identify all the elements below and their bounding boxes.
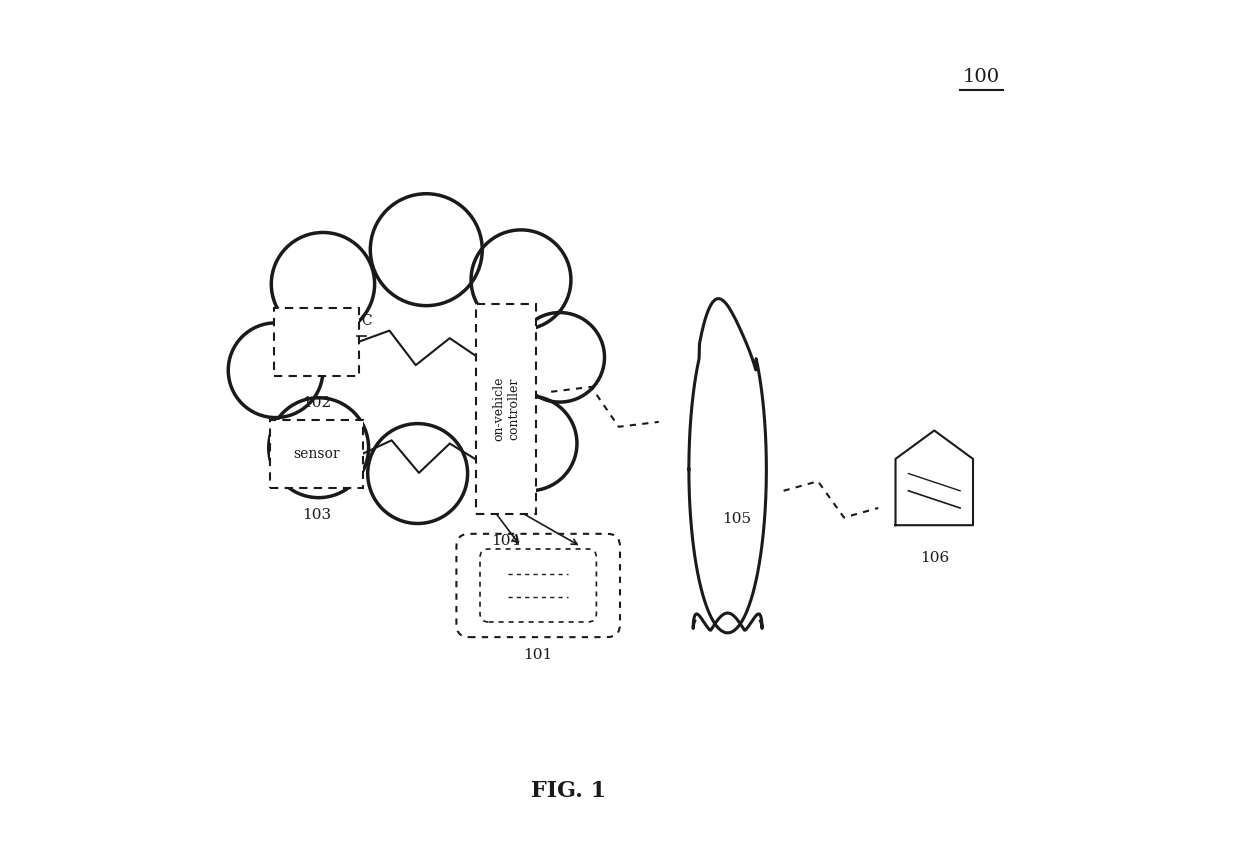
Circle shape — [481, 394, 579, 492]
Text: 100: 100 — [963, 68, 1001, 86]
Circle shape — [469, 228, 573, 331]
FancyBboxPatch shape — [269, 420, 363, 488]
Text: 101: 101 — [523, 648, 553, 662]
Circle shape — [269, 231, 376, 338]
FancyBboxPatch shape — [274, 308, 360, 376]
Text: C: C — [362, 314, 372, 328]
Circle shape — [227, 321, 325, 419]
Text: sensor: sensor — [293, 447, 340, 461]
Text: 106: 106 — [920, 551, 949, 565]
Circle shape — [366, 422, 469, 525]
Text: 104: 104 — [491, 534, 521, 548]
FancyBboxPatch shape — [456, 534, 620, 637]
Circle shape — [368, 192, 484, 307]
Circle shape — [513, 311, 606, 404]
Text: 103: 103 — [301, 508, 331, 522]
Text: 105: 105 — [722, 512, 750, 526]
FancyBboxPatch shape — [476, 304, 536, 514]
Circle shape — [315, 263, 521, 469]
Circle shape — [267, 396, 371, 499]
FancyBboxPatch shape — [480, 549, 596, 622]
Text: 102: 102 — [301, 396, 331, 410]
Text: on-vehicle
controller: on-vehicle controller — [492, 377, 520, 441]
Text: FIG. 1: FIG. 1 — [531, 780, 606, 802]
